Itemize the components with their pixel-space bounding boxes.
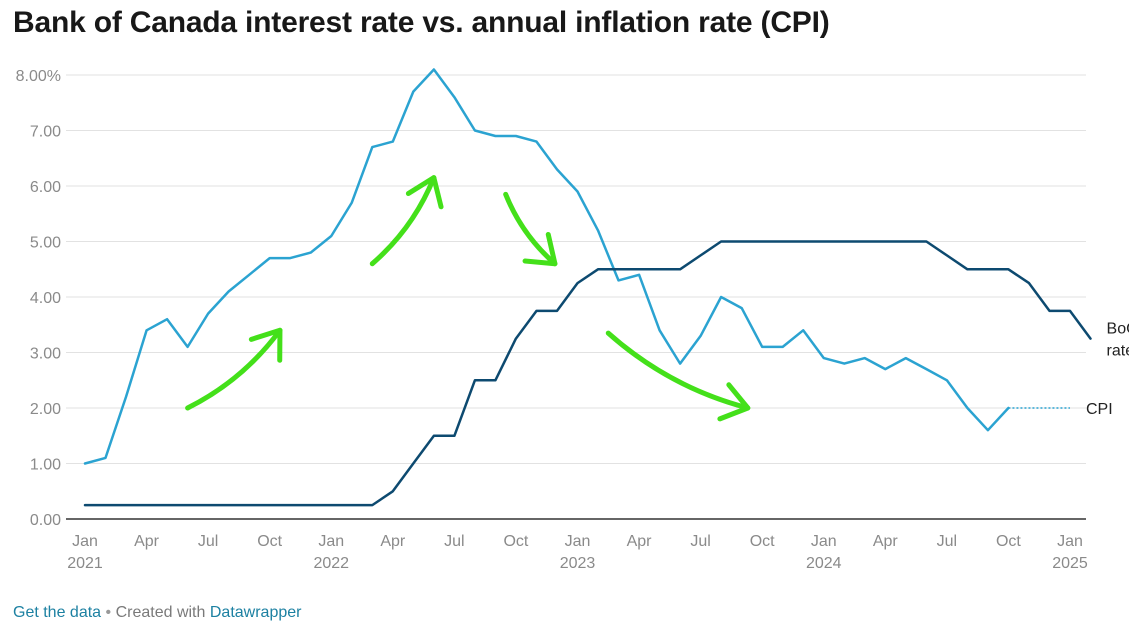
x-tick-label: Jan bbox=[565, 533, 591, 550]
green-arrow-head bbox=[248, 327, 283, 363]
cpi-label: CPI bbox=[1086, 401, 1113, 418]
chart-title: Bank of Canada interest rate vs. annual … bbox=[13, 6, 830, 39]
line-chart: 0.00 1.00 2.00 3.00 4.00 5.00 6.00 7.00 8.00% Ja… bbox=[16, 68, 1129, 572]
y-tick-label: 2.00 bbox=[30, 401, 61, 418]
green-arrow-shaft bbox=[503, 191, 558, 267]
x-tick-label: Oct bbox=[503, 533, 528, 550]
chart-footer: Get the data • Created with Datawrapper bbox=[13, 604, 301, 622]
green-arrow bbox=[369, 175, 444, 267]
x-tick-year-label: 2025 bbox=[1052, 555, 1088, 572]
footer-separator: • bbox=[105, 604, 112, 621]
series-labels: CPI BoC rate bbox=[1086, 321, 1129, 418]
x-tick-label: Jul bbox=[444, 533, 464, 550]
y-tick-label: 3.00 bbox=[30, 346, 61, 363]
y-tick-label: 8.00% bbox=[16, 68, 61, 85]
green-arrow bbox=[503, 191, 558, 267]
x-tick-label: Apr bbox=[380, 533, 406, 550]
gridlines bbox=[66, 74, 1086, 520]
y-tick-label: 6.00 bbox=[30, 179, 61, 196]
y-tick-label: 5.00 bbox=[30, 235, 61, 252]
cpi-line bbox=[83, 68, 1010, 465]
get-data-link[interactable]: Get the data bbox=[13, 604, 102, 621]
annotation-arrows bbox=[185, 175, 751, 422]
boc-rate-label: BoC bbox=[1107, 321, 1129, 338]
y-tick-label: 0.00 bbox=[30, 512, 61, 529]
green-arrow-head bbox=[717, 382, 751, 422]
x-tick-year-label: 2024 bbox=[806, 555, 842, 572]
x-tick-label: Jan bbox=[1057, 533, 1083, 550]
x-axis-labels: Jan 2021 Apr Jul Oct Jan 2022 Apr Jul Oct Jan 2023 A… bbox=[67, 533, 1088, 572]
y-axis-labels: 0.00 1.00 2.00 3.00 4.00 5.00 6.00 7.00 8.00% bbox=[16, 68, 61, 529]
x-tick-label: Oct bbox=[996, 533, 1021, 550]
x-tick-label: Apr bbox=[873, 533, 899, 550]
y-tick-label: 1.00 bbox=[30, 457, 61, 474]
x-tick-label: Jul bbox=[690, 533, 710, 550]
x-tick-year-label: 2021 bbox=[67, 555, 103, 572]
green-arrow-shaft bbox=[369, 175, 437, 267]
green-arrow-shaft bbox=[185, 327, 283, 411]
x-tick-label: Jul bbox=[937, 533, 957, 550]
x-tick-label: Oct bbox=[750, 533, 775, 550]
x-tick-label: Oct bbox=[257, 533, 282, 550]
y-tick-label: 4.00 bbox=[30, 290, 61, 307]
x-tick-label: Jul bbox=[198, 533, 218, 550]
x-tick-label: Jan bbox=[72, 533, 98, 550]
green-arrow-head bbox=[405, 175, 444, 210]
green-arrow-shaft bbox=[605, 330, 751, 411]
created-with-text: Created with bbox=[115, 604, 206, 621]
series-lines bbox=[83, 68, 1092, 507]
x-tick-label: Jan bbox=[811, 533, 837, 550]
green-arrow-head bbox=[522, 231, 558, 267]
boc-rate-line bbox=[83, 240, 1092, 507]
green-arrow bbox=[605, 330, 751, 422]
x-tick-year-label: 2022 bbox=[313, 555, 349, 572]
x-tick-year-label: 2023 bbox=[560, 555, 596, 572]
green-arrow bbox=[185, 327, 283, 411]
datawrapper-link[interactable]: Datawrapper bbox=[209, 604, 302, 621]
x-tick-label: Apr bbox=[134, 533, 160, 550]
x-tick-label: Jan bbox=[318, 533, 344, 550]
y-tick-label: 7.00 bbox=[30, 124, 61, 141]
boc-rate-label: rate bbox=[1107, 343, 1129, 360]
x-tick-label: Apr bbox=[627, 533, 653, 550]
